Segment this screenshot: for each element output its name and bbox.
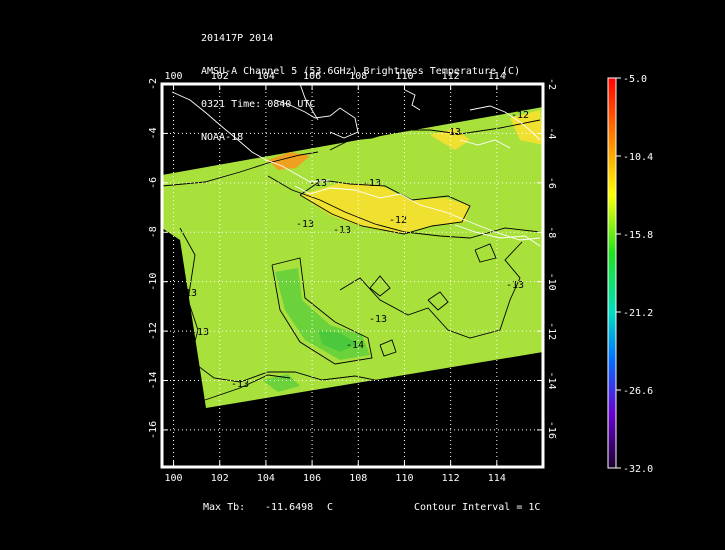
contour-label: -13 bbox=[309, 178, 327, 189]
lat-label-right: -10 bbox=[546, 273, 557, 291]
contour-label: -13 bbox=[231, 379, 249, 390]
lat-label-left: -16 bbox=[148, 421, 159, 439]
swath-layer bbox=[162, 107, 543, 408]
contour-label: -13 bbox=[369, 314, 387, 325]
lon-label-top: 108 bbox=[349, 71, 367, 82]
lat-label-left: -14 bbox=[148, 371, 159, 389]
lat-label-right: -4 bbox=[546, 127, 557, 139]
lon-label-top: 106 bbox=[303, 71, 321, 82]
max-tb-label: Max Tb: bbox=[203, 502, 246, 513]
contour-label: -12 bbox=[389, 215, 407, 226]
colorbar-ticks: -5.0 -10.4 -15.8 -21.2 -26.6 -32.0 bbox=[616, 74, 653, 475]
lat-label-left: -6 bbox=[148, 177, 159, 189]
graticule bbox=[162, 83, 543, 467]
warm-band bbox=[300, 183, 470, 234]
coastline bbox=[274, 99, 359, 139]
coastline bbox=[294, 185, 541, 241]
contour-line bbox=[267, 175, 541, 239]
colorbar-label: -15.8 bbox=[623, 230, 653, 241]
coastline-layer bbox=[171, 84, 541, 247]
axis-labels: 100 100 102 102 104 104 106 106 108 108 110 110 112 1… bbox=[148, 71, 557, 484]
lon-label-bottom: 102 bbox=[211, 473, 229, 484]
max-tb-unit: C bbox=[327, 502, 334, 513]
lon-label-top: 104 bbox=[257, 71, 275, 82]
contour-line bbox=[369, 275, 391, 297]
coastline bbox=[171, 91, 331, 183]
cool-patch-sw bbox=[262, 374, 300, 392]
lat-label-left: -8 bbox=[148, 226, 159, 238]
contour-line bbox=[162, 151, 319, 187]
contour-line bbox=[379, 339, 397, 357]
lon-label-bottom: 112 bbox=[442, 473, 460, 484]
cold-core bbox=[318, 330, 358, 352]
lat-label-right: -12 bbox=[546, 322, 557, 340]
time-title: 0321 Time: 0840 UTC bbox=[201, 99, 316, 110]
contour-line bbox=[474, 243, 497, 263]
lon-label-bottom: 110 bbox=[395, 473, 413, 484]
contour-labels: -12 -13 -13 -13 -12 -13 -13 -13 -13 -14 -13 -13 -13 bbox=[179, 110, 529, 390]
contour-label: -12 bbox=[511, 110, 529, 121]
colorbar-label: -10.4 bbox=[623, 152, 653, 163]
colorbar-label: -5.0 bbox=[623, 74, 647, 85]
contour-line bbox=[204, 374, 291, 401]
lat-label-left: -2 bbox=[148, 78, 159, 90]
contour-label: -13 bbox=[296, 219, 314, 230]
colorbar-label: -26.6 bbox=[623, 386, 653, 397]
coastline bbox=[459, 139, 511, 149]
warm-patch-ne bbox=[430, 128, 470, 150]
lon-label-top: 114 bbox=[488, 71, 506, 82]
contour-label: -13 bbox=[333, 225, 351, 236]
contour-line bbox=[179, 227, 386, 383]
contour-line bbox=[427, 291, 449, 311]
contour-line bbox=[329, 119, 541, 151]
contour-label: -13 bbox=[179, 288, 197, 299]
lon-label-top: 112 bbox=[442, 71, 460, 82]
coastline bbox=[299, 84, 319, 121]
lat-label-right: -14 bbox=[546, 371, 557, 389]
lon-label-bottom: 108 bbox=[349, 473, 367, 484]
contour-interval: Contour Interval = 1C bbox=[414, 502, 541, 513]
header: 201417P 2014 AMSU-A Channel 5 (53.6GHz) … bbox=[201, 11, 520, 154]
map-frame bbox=[160, 82, 545, 469]
satellite-title: NOAA-18 bbox=[201, 132, 244, 143]
lat-label-right: -6 bbox=[546, 177, 557, 189]
max-tb-value: -11.6498 bbox=[265, 502, 314, 513]
contour-label: -13 bbox=[506, 280, 524, 291]
contour-layer bbox=[162, 119, 541, 401]
lon-label-top: 110 bbox=[395, 71, 413, 82]
lat-label-right: -16 bbox=[546, 421, 557, 439]
colorbar-label: -21.2 bbox=[623, 308, 653, 319]
lat-label-left: -10 bbox=[148, 273, 159, 291]
hot-patch bbox=[268, 152, 310, 170]
contour-line bbox=[339, 241, 523, 339]
coastline bbox=[454, 224, 541, 247]
lon-label-bottom: 100 bbox=[165, 473, 183, 484]
swath-base bbox=[162, 107, 543, 408]
lon-label-bottom: 106 bbox=[303, 473, 321, 484]
contour-label: -13 bbox=[363, 178, 381, 189]
contour-label: -14 bbox=[346, 340, 364, 351]
lon-label-top: 102 bbox=[211, 71, 229, 82]
colorbar-label: -32.0 bbox=[623, 464, 653, 475]
storm-id-title: 201417P 2014 bbox=[201, 33, 274, 44]
lon-label-top: 100 bbox=[165, 71, 183, 82]
lon-label-bottom: 114 bbox=[488, 473, 506, 484]
lat-label-left: -4 bbox=[148, 127, 159, 139]
contour-line bbox=[271, 257, 373, 365]
lat-label-right: -2 bbox=[546, 78, 557, 90]
contour-line bbox=[299, 179, 471, 235]
lat-label-right: -8 bbox=[546, 226, 557, 238]
contour-label: -13 bbox=[191, 327, 209, 338]
contour-label: -13 bbox=[443, 127, 461, 138]
colorbar bbox=[607, 77, 617, 469]
lon-label-bottom: 104 bbox=[257, 473, 275, 484]
coastline bbox=[404, 89, 421, 111]
coastline bbox=[469, 105, 541, 141]
product-title: AMSU-A Channel 5 (53.6GHz) Brightness Te… bbox=[201, 66, 521, 77]
lat-label-left: -12 bbox=[148, 322, 159, 340]
